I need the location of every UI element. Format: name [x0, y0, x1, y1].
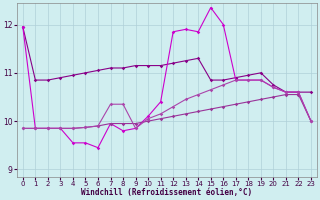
X-axis label: Windchill (Refroidissement éolien,°C): Windchill (Refroidissement éolien,°C) [81, 188, 252, 197]
